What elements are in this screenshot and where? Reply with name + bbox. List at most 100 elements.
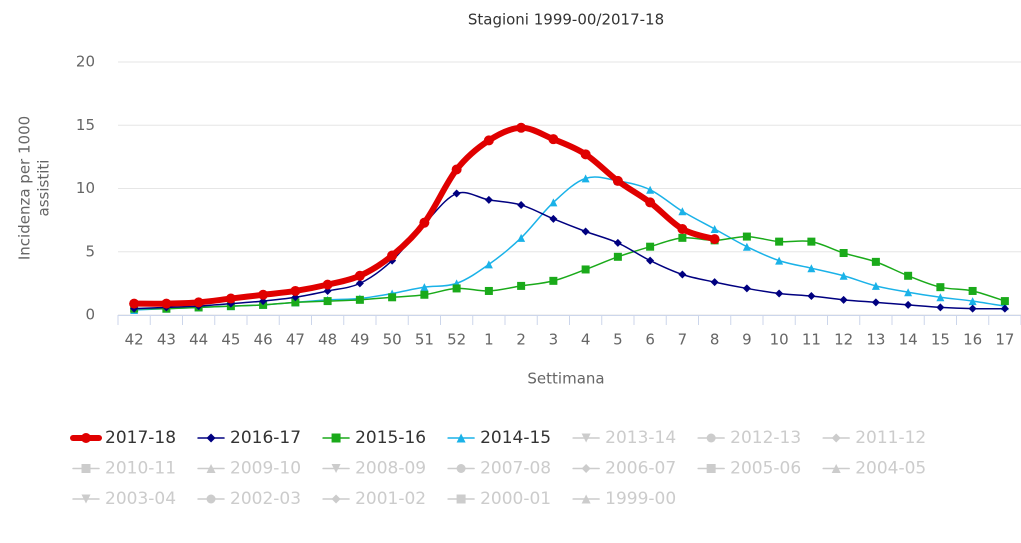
marker <box>291 298 300 307</box>
legend-symbol <box>456 494 466 504</box>
marker <box>775 237 784 246</box>
legend-item[interactable]: 2005-06 <box>697 459 801 479</box>
marker <box>483 135 494 146</box>
marker <box>807 264 816 273</box>
y-tick-label: 20 <box>76 53 95 71</box>
marker <box>517 200 526 209</box>
legend-symbol <box>81 433 91 443</box>
legend-item[interactable]: 2016-17 <box>197 428 301 448</box>
marker <box>775 256 784 265</box>
marker <box>742 232 751 241</box>
legend-item[interactable]: 2003-04 <box>72 489 176 509</box>
x-tick-label: 44 <box>189 331 208 349</box>
marker <box>709 234 720 245</box>
marker <box>613 252 622 261</box>
legend-item[interactable]: 2002-03 <box>197 489 301 509</box>
legend-item[interactable]: 2004-05 <box>822 459 926 479</box>
marker <box>290 285 301 296</box>
legend-item[interactable]: 2017-18 <box>70 428 176 448</box>
marker <box>646 242 655 251</box>
legend-item[interactable]: 2000-01 <box>447 489 551 509</box>
marker <box>936 283 945 292</box>
marker <box>936 293 945 302</box>
legend-item[interactable]: 2009-10 <box>197 459 301 479</box>
x-tick-label: 4 <box>581 331 591 349</box>
series-line <box>133 191 1006 310</box>
marker <box>419 217 430 228</box>
x-tick-label: 13 <box>866 331 885 349</box>
marker <box>678 233 687 242</box>
marker <box>129 298 140 309</box>
legend-symbol <box>206 464 216 473</box>
marker <box>968 286 977 295</box>
legend-symbol <box>331 464 341 473</box>
x-tick-label: 42 <box>125 331 144 349</box>
marker <box>193 297 204 308</box>
chart-title: Stagioni 1999-00/2017-18 <box>468 11 664 29</box>
legend-item[interactable]: 2011-12 <box>822 428 926 448</box>
x-tick-label: 11 <box>802 331 821 349</box>
legend-label: 2002-03 <box>230 489 301 509</box>
x-tick-label: 45 <box>221 331 240 349</box>
legend-label: 2009-10 <box>230 459 301 479</box>
legend-label: 2014-15 <box>480 428 551 448</box>
legend-item[interactable]: 2007-08 <box>447 459 551 479</box>
legend-symbol <box>581 464 591 473</box>
marker <box>742 284 751 293</box>
legend-label: 2006-07 <box>605 459 676 479</box>
marker <box>678 207 687 216</box>
marker <box>322 279 333 290</box>
marker <box>581 227 590 236</box>
marker <box>451 164 462 175</box>
legend-item[interactable]: 1999-00 <box>572 489 676 509</box>
legend-symbol <box>81 494 91 504</box>
x-tick-label: 9 <box>742 331 752 349</box>
marker <box>678 270 687 279</box>
marker <box>807 292 816 301</box>
legend-label: 2012-13 <box>730 428 801 448</box>
legend-item[interactable]: 2006-07 <box>572 459 676 479</box>
marker <box>581 174 590 183</box>
legend-item[interactable]: 2012-13 <box>697 428 801 448</box>
legend-symbol <box>831 433 841 443</box>
x-tick-label: 3 <box>549 331 559 349</box>
legend-symbol <box>456 433 466 443</box>
legend-item[interactable]: 2008-09 <box>322 459 426 479</box>
marker <box>323 297 332 306</box>
marker <box>904 271 913 280</box>
marker <box>710 278 719 287</box>
legend-symbol <box>81 464 91 473</box>
x-tick-label: 12 <box>834 331 853 349</box>
x-tick-label: 7 <box>678 331 688 349</box>
legend-item[interactable]: 2013-14 <box>572 428 676 448</box>
y-axis-title: Incidenza per 1000 <box>16 116 34 260</box>
marker <box>839 249 848 258</box>
legend-symbol <box>456 464 466 473</box>
legend-label: 2017-18 <box>105 428 176 448</box>
marker <box>484 195 493 204</box>
marker <box>677 223 688 234</box>
marker <box>549 276 558 285</box>
marker <box>548 134 559 145</box>
y-tick-label: 5 <box>85 242 95 260</box>
marker <box>355 295 364 304</box>
legend-label: 1999-00 <box>605 489 676 509</box>
marker <box>645 197 656 208</box>
marker <box>839 295 848 304</box>
x-tick-label: 49 <box>350 331 369 349</box>
y-tick-label: 15 <box>76 116 95 134</box>
marker <box>742 242 751 251</box>
legend-item[interactable]: 2015-16 <box>322 428 426 448</box>
marker <box>581 265 590 274</box>
series-line <box>133 235 1006 310</box>
x-tick-label: 16 <box>963 331 982 349</box>
legend-item[interactable]: 2014-15 <box>447 428 551 448</box>
legend-symbol <box>581 433 591 443</box>
x-axis-title: Settimana <box>527 370 604 388</box>
marker <box>904 288 913 297</box>
marker <box>646 185 655 194</box>
legend-item[interactable]: 2010-11 <box>72 459 176 479</box>
marker <box>580 149 591 160</box>
marker <box>968 297 977 306</box>
legend-item[interactable]: 2001-02 <box>322 489 426 509</box>
